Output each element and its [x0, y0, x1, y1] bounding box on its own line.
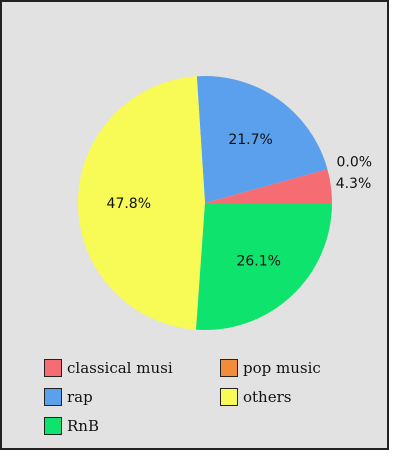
legend-item-rap: rap — [44, 387, 93, 407]
pie-slice-rnb — [196, 203, 332, 330]
legend-swatch — [44, 359, 62, 377]
pie-slice-others — [77, 76, 205, 330]
pie-label-others: 47.8% — [107, 196, 151, 212]
legend-label: classical musi — [67, 359, 173, 377]
pie-slice-rap — [196, 75, 328, 203]
chart-legend: classical musi pop music rap others RnB — [44, 358, 321, 436]
legend-label: pop music — [243, 359, 321, 377]
pie-label-rnb: 26.1% — [236, 254, 280, 270]
pie-label-rap: 21.7% — [228, 132, 272, 148]
pie-label-classical-musi: 4.3% — [336, 176, 372, 192]
legend-item-others: others — [220, 387, 291, 407]
legend-label: others — [243, 388, 292, 406]
legend-swatch — [220, 388, 238, 406]
pie-slice-classical-musi — [205, 169, 332, 203]
legend-swatch — [44, 388, 62, 406]
legend-label: RnB — [67, 417, 99, 435]
legend-swatch — [220, 359, 238, 377]
legend-item-pop-music: pop music — [220, 358, 321, 378]
legend-swatch — [44, 417, 62, 435]
legend-item-classical-music: classical musi — [44, 358, 173, 378]
legend-label: rap — [67, 388, 93, 406]
pie-label-pop-music: 0.0% — [337, 155, 373, 171]
legend-item-rnb: RnB — [44, 416, 99, 436]
